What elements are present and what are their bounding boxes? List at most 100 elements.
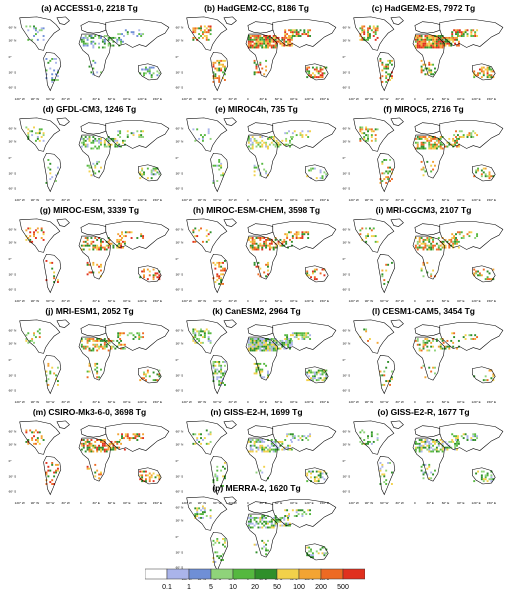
dust-cell [387,79,390,81]
dust-cell [317,379,320,382]
dust-cell [287,143,290,146]
dust-cell [255,338,258,340]
dust-cell [253,166,256,169]
dust-cell [156,276,159,279]
dust-cell [387,59,390,62]
latitude-label: 60° S [9,86,16,90]
dust-cell [470,132,473,135]
dust-cell [418,343,421,346]
dust-cell [98,237,101,239]
dust-cell [454,143,457,146]
longitude-label: 120° W [15,198,25,202]
dust-cell [150,173,153,176]
dust-cell [426,341,429,344]
dust-cell [94,172,97,175]
dust-cell [105,145,108,148]
dust-cell [86,44,89,47]
dust-cell [420,349,423,352]
dust-cell [418,448,421,451]
dust-cell [372,31,375,34]
dust-cell [454,242,457,245]
dust-cell [255,166,258,169]
dust-cell [444,244,447,247]
map-panel: (b) HadGEM2-CC, 8186 Tg 60° N 30° N 0° 30° S… [175,2,338,104]
dust-cell [222,475,224,478]
dust-cell [108,446,111,449]
dust-cell [422,275,425,278]
dust-cell [45,483,48,485]
dust-cell [265,244,268,247]
dust-cell [259,136,262,138]
dust-cell [101,347,104,350]
dust-cell [456,134,459,137]
dust-cell [253,261,256,264]
dust-cell [389,166,391,169]
dust-cell [359,130,362,133]
dust-cell [439,448,442,451]
latitude-label: 60° N [176,227,184,231]
dust-cell [374,38,377,41]
dust-cell [47,465,50,468]
dust-cell [142,235,145,238]
dust-cell [36,330,39,333]
dust-cell [92,246,95,249]
coastline [471,467,496,485]
dust-cell [261,42,264,45]
dust-cell [205,35,208,37]
dust-cell [277,145,280,148]
dust-cell [82,347,85,350]
dust-cell [141,169,144,172]
dust-cell [435,42,438,45]
dust-cell [141,478,144,481]
dust-cell [428,40,431,43]
dust-cell [223,69,226,72]
dust-cell [33,233,35,236]
dust-cell [257,526,260,529]
dust-cell [198,33,201,36]
dust-cell [38,332,41,335]
dust-cell [275,448,278,451]
dust-cell [311,379,314,382]
dust-cell [255,40,258,43]
dust-cell [306,554,309,557]
dust-cell [103,145,106,148]
dust-cell [263,339,266,342]
dust-cell [223,467,226,470]
dust-cell [214,551,217,554]
dust-cell [27,341,30,344]
dust-cell [247,520,250,523]
dust-cell [247,349,250,352]
dust-cell [86,137,89,140]
dust-cell [96,376,99,379]
dust-cell [277,143,280,146]
dust-cell [259,61,262,64]
dust-cell [416,136,419,138]
dust-cell [274,442,277,445]
dust-cell [96,450,99,453]
dust-cell [80,343,83,346]
dust-cell [103,347,106,350]
dust-cell [203,507,206,510]
dust-cell [428,349,431,352]
dust-cell [84,345,87,348]
dust-cell [27,38,30,41]
dust-cell [470,334,473,337]
dust-cell [218,67,221,70]
dust-cell [422,40,425,43]
dust-cell [103,444,106,447]
dust-cell [457,246,460,249]
dust-cell [86,370,89,373]
latitude-label: 60° N [176,505,184,509]
longitude-label: 60° W [380,299,388,303]
dust-cell [387,65,390,68]
dust-cell [477,74,479,77]
dust-cell [126,437,129,440]
dust-cell [203,437,206,440]
dust-cell [309,435,312,438]
dust-cell [370,139,373,142]
dust-cell [257,246,260,249]
dust-cell [470,31,473,34]
dust-cell [307,35,310,37]
dust-cell [268,345,271,348]
